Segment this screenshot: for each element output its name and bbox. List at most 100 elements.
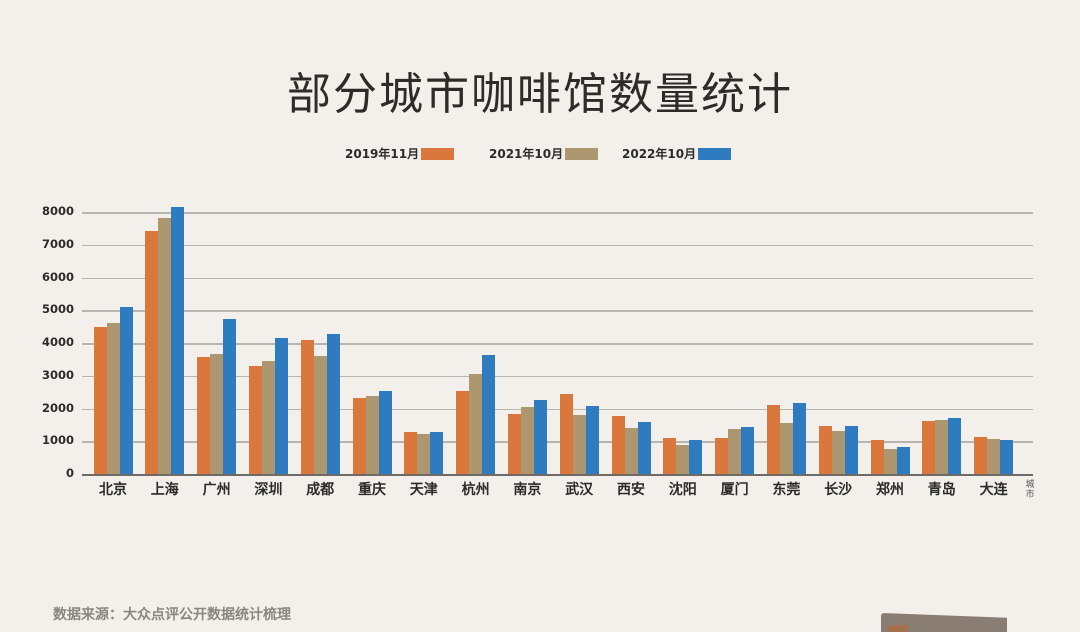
bar-重庆-2022年10月: [378, 391, 392, 474]
x-tick-label: 武汉: [565, 482, 594, 498]
x-tick-label: 北京: [99, 482, 127, 498]
bar-天津-2019年11月: [404, 431, 418, 474]
bar-广州-2021年10月: [210, 354, 224, 474]
x-tick-label: 杭州: [461, 482, 490, 498]
y-tick-label: 6000: [41, 269, 74, 284]
bar-厦门-2019年11月: [715, 438, 729, 474]
x-tick-label: 沈阳: [668, 482, 697, 498]
x-tick-label: 大连: [979, 482, 1008, 498]
bar-杭州-2019年11月: [456, 390, 470, 474]
x-tick-label: 郑州: [876, 482, 904, 498]
x-tick-label: 青岛: [927, 482, 956, 498]
gridline: [82, 343, 1033, 345]
y-tick-label: 0: [65, 466, 74, 480]
bar-重庆-2019年11月: [352, 398, 366, 474]
y-tick-label: 3000: [41, 367, 74, 382]
bar-广州-2022年10月: [223, 319, 237, 474]
x-tick-label: 深圳: [254, 482, 283, 498]
legend-label: 2021年10月: [489, 147, 564, 161]
bar-深圳-2021年10月: [261, 361, 275, 474]
y-tick-label: 5000: [41, 302, 74, 317]
bar-重庆-2021年10月: [365, 396, 379, 474]
x-tick-label: 成都: [306, 482, 335, 498]
chart-title: 部分城市咖啡馆数量统计: [287, 69, 793, 120]
x-tick-label: 厦门: [720, 482, 749, 498]
x-tick-label: 东莞: [772, 482, 801, 498]
gridline: [82, 310, 1033, 312]
bar-南京-2021年10月: [520, 406, 534, 474]
bar-沈阳-2019年11月: [663, 437, 677, 474]
bar-青岛-2021年10月: [935, 420, 949, 474]
bar-西安-2021年10月: [624, 427, 638, 474]
legend-swatch: [698, 147, 732, 160]
legend-item-2019: 2019年11月: [345, 145, 455, 162]
bar-北京-2021年10月: [106, 323, 120, 474]
y-tick-label: 2000: [41, 400, 74, 415]
legend-item-2021: 2021年10月: [489, 145, 599, 162]
x-tick-label: 天津: [409, 482, 438, 498]
legend: 2019年11月 2021年10月 2022年10月: [0, 145, 1080, 163]
bar-沈阳-2021年10月: [676, 445, 690, 474]
bar-广州-2019年11月: [197, 356, 211, 474]
bar-深圳-2019年11月: [248, 365, 262, 474]
bar-东莞-2019年11月: [766, 405, 780, 474]
bar-郑州-2019年11月: [870, 440, 884, 474]
y-tick-label: 8000: [41, 204, 74, 218]
x-tick-label: 南京: [513, 482, 542, 498]
bar-青岛-2022年10月: [948, 418, 962, 474]
bar-杭州-2022年10月: [482, 355, 496, 474]
bar-厦门-2022年10月: [741, 426, 755, 474]
gridline: [82, 212, 1033, 214]
bar-大连-2022年10月: [1000, 439, 1014, 474]
bar-南京-2019年11月: [507, 414, 521, 474]
bar-天津-2021年10月: [417, 433, 431, 474]
legend-swatch: [565, 147, 599, 160]
x-axis-line: [82, 474, 1033, 476]
book-image-detail: [888, 625, 908, 632]
book-image-fragment: [881, 613, 1007, 632]
y-tick-label: 4000: [41, 335, 74, 349]
bar-西安-2019年11月: [611, 416, 625, 474]
gridline: [82, 408, 1033, 410]
y-tick-label: 1000: [41, 433, 74, 448]
source-note: 数据来源：大众点评公开数据统计梳理: [53, 607, 291, 623]
legend-label: 2019年11月: [345, 147, 420, 161]
x-tick-label: 西安: [617, 482, 645, 498]
bar-郑州-2021年10月: [883, 449, 897, 474]
bar-武汉-2021年10月: [572, 415, 586, 474]
x-tick-label: 长沙: [824, 482, 853, 498]
bar-沈阳-2022年10月: [689, 439, 703, 474]
bar-武汉-2022年10月: [585, 405, 599, 474]
bar-成都-2019年11月: [300, 340, 314, 474]
bar-厦门-2021年10月: [728, 428, 742, 474]
bar-东莞-2021年10月: [779, 422, 793, 474]
bar-大连-2019年11月: [974, 436, 988, 474]
bar-杭州-2021年10月: [469, 373, 483, 474]
bar-天津-2022年10月: [430, 431, 444, 474]
bar-郑州-2022年10月: [896, 447, 910, 474]
bar-成都-2022年10月: [326, 334, 340, 474]
bar-上海-2021年10月: [158, 217, 172, 474]
bar-东莞-2022年10月: [792, 402, 806, 474]
bar-北京-2022年10月: [119, 306, 133, 474]
bar-上海-2019年11月: [145, 230, 159, 474]
legend-item-2022: 2022年10月: [622, 145, 732, 162]
bar-大连-2021年10月: [987, 439, 1001, 474]
bar-南京-2022年10月: [533, 399, 547, 474]
legend-swatch: [421, 147, 455, 160]
gridline: [82, 277, 1033, 279]
gridline: [82, 244, 1033, 247]
bar-长沙-2021年10月: [831, 430, 845, 474]
y-tick-label: 7000: [41, 236, 74, 251]
bar-西安-2022年10月: [637, 422, 651, 474]
bar-长沙-2022年10月: [844, 426, 858, 474]
bar-长沙-2019年11月: [818, 425, 832, 474]
gridline: [82, 441, 1033, 443]
x-tick-label: 重庆: [358, 482, 386, 498]
x-tick-label: 广州: [202, 482, 231, 498]
legend-label: 2022年10月: [622, 147, 697, 161]
bar-深圳-2022年10月: [274, 338, 288, 474]
bar-青岛-2019年11月: [922, 420, 936, 474]
bar-成都-2021年10月: [313, 356, 327, 474]
